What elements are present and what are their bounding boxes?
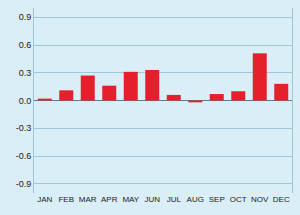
svg-text:JAN: JAN <box>37 195 52 204</box>
svg-text:FEB: FEB <box>58 195 74 204</box>
svg-text:MAR: MAR <box>79 195 97 204</box>
svg-text:-0.6: -0.6 <box>16 151 32 161</box>
svg-text:SEP: SEP <box>209 195 225 204</box>
svg-text:MAY: MAY <box>122 195 139 204</box>
svg-text:JUN: JUN <box>144 195 160 204</box>
svg-text:DEC: DEC <box>273 195 290 204</box>
svg-text:0.0: 0.0 <box>19 96 32 106</box>
svg-text:-0.3: -0.3 <box>16 123 32 133</box>
svg-text:AUG: AUG <box>187 195 204 204</box>
svg-text:0.3: 0.3 <box>19 68 32 78</box>
svg-text:0.9: 0.9 <box>19 12 32 22</box>
svg-text:JUL: JUL <box>167 195 182 204</box>
svg-text:0.6: 0.6 <box>19 40 32 50</box>
svg-text:OCT: OCT <box>230 195 247 204</box>
svg-text:-0.9: -0.9 <box>16 179 32 189</box>
svg-text:NOV: NOV <box>251 195 269 204</box>
svg-text:APR: APR <box>101 195 118 204</box>
